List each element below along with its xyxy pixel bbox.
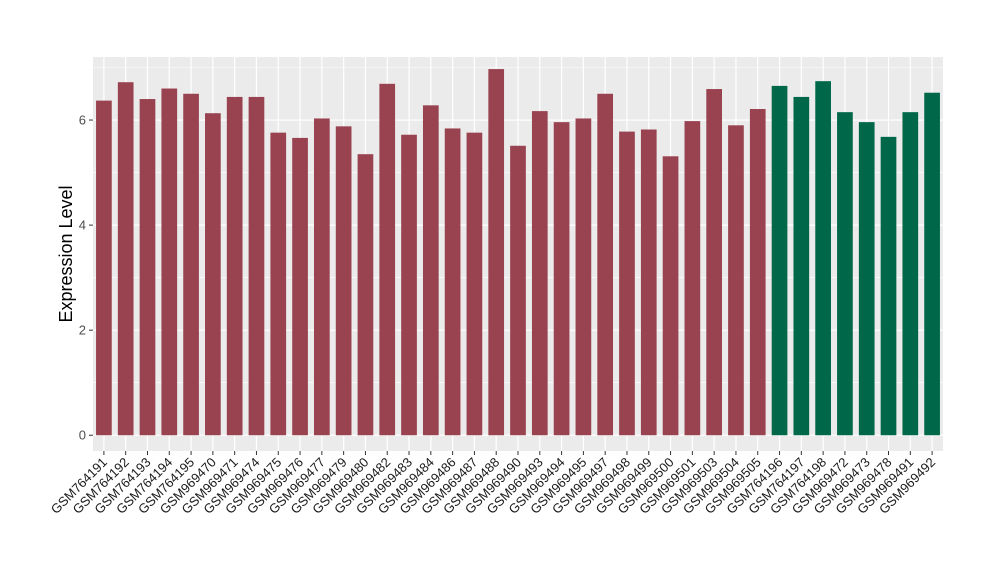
axes: 0246GSM764191GSM764192GSM764193GSM764194… bbox=[48, 113, 938, 517]
bar-GSM969483 bbox=[401, 134, 417, 436]
bar-GSM969499 bbox=[640, 129, 657, 436]
bar-GSM969490 bbox=[510, 145, 526, 436]
bar-GSM764197 bbox=[793, 96, 810, 436]
bar-GSM764193 bbox=[139, 99, 156, 436]
bars bbox=[96, 69, 940, 436]
y-tick-label: 2 bbox=[79, 323, 86, 338]
bar-GSM969501 bbox=[684, 121, 701, 436]
bar-GSM969486 bbox=[444, 128, 461, 436]
bar-GSM969492 bbox=[924, 92, 940, 436]
bar-GSM969471 bbox=[226, 96, 243, 436]
bar-GSM764195 bbox=[183, 93, 199, 436]
bar-GSM969478 bbox=[880, 136, 897, 436]
bar-GSM969500 bbox=[662, 156, 679, 436]
bar-GSM969470 bbox=[205, 113, 221, 436]
y-tick-label: 0 bbox=[79, 428, 86, 443]
bar-GSM969475 bbox=[270, 132, 287, 436]
bar-GSM969491 bbox=[902, 112, 919, 436]
bar-GSM969484 bbox=[422, 105, 439, 436]
bar-GSM969473 bbox=[858, 122, 875, 436]
bar-GSM969476 bbox=[292, 137, 308, 436]
bar-GSM764192 bbox=[117, 82, 134, 436]
bar-GSM969479 bbox=[335, 126, 352, 436]
bar-GSM969482 bbox=[379, 83, 396, 436]
bar-GSM969494 bbox=[553, 122, 570, 436]
bar-GSM969503 bbox=[706, 89, 722, 436]
bar-GSM969488 bbox=[488, 69, 505, 436]
bar-GSM969477 bbox=[314, 118, 330, 436]
bar-GSM969497 bbox=[597, 93, 614, 436]
bar-GSM969480 bbox=[357, 154, 374, 436]
bar-GSM764198 bbox=[815, 81, 831, 436]
bar-GSM969498 bbox=[619, 131, 635, 436]
bar-GSM764191 bbox=[96, 100, 112, 436]
bar-GSM969474 bbox=[248, 96, 265, 436]
bar-GSM764196 bbox=[771, 85, 788, 436]
y-tick-label: 6 bbox=[79, 113, 86, 128]
y-axis-label: Expression Level bbox=[56, 185, 76, 322]
bar-GSM969493 bbox=[531, 111, 548, 436]
y-tick-label: 4 bbox=[79, 218, 86, 233]
bar-GSM969505 bbox=[749, 109, 766, 436]
bar-GSM969504 bbox=[728, 125, 744, 436]
bar-GSM969495 bbox=[575, 118, 592, 436]
bar-GSM969487 bbox=[466, 132, 483, 436]
bar-GSM764194 bbox=[161, 88, 178, 436]
bar-GSM969472 bbox=[837, 112, 853, 436]
